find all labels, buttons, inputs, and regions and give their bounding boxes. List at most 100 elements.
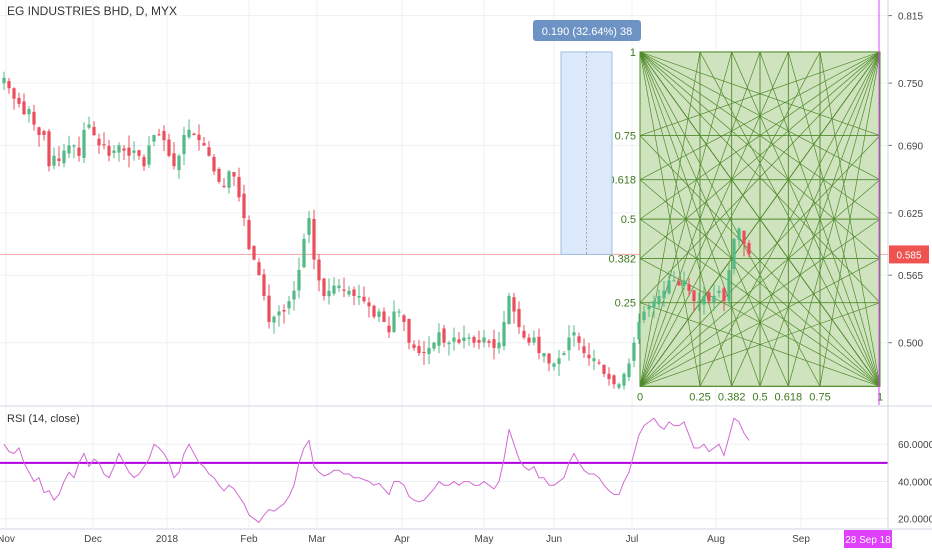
gann-fan-line xyxy=(639,51,881,303)
candle-body xyxy=(367,302,371,307)
candle-body xyxy=(37,127,41,135)
candle-body xyxy=(327,290,331,297)
candle-body xyxy=(437,332,441,346)
time-tick-label: Dec xyxy=(84,534,102,545)
candle-body xyxy=(257,262,261,276)
candle-body xyxy=(747,243,751,255)
candle-body xyxy=(502,321,506,347)
candle-body xyxy=(72,145,76,147)
measure-label-box xyxy=(533,20,641,41)
candle-body xyxy=(362,296,366,302)
candle-body xyxy=(612,375,616,385)
candle-body xyxy=(232,172,236,177)
candle-body xyxy=(162,130,166,141)
candle-body xyxy=(92,126,96,135)
gann-price-level-label: 0.25 xyxy=(615,298,636,310)
gann-price-level-label: 0.382 xyxy=(608,254,636,266)
candle-body xyxy=(657,295,661,305)
gann-fan-line xyxy=(787,51,881,387)
price-tick-label: 0.625 xyxy=(898,209,923,220)
price-tick-label: 0.500 xyxy=(898,339,923,350)
candle-body xyxy=(627,363,631,378)
price-tick-label: 0.815 xyxy=(898,12,923,23)
candle-body xyxy=(292,290,296,300)
gann-time-level-label: 1 xyxy=(877,391,883,403)
candle-body xyxy=(187,129,191,138)
candle-body xyxy=(647,306,651,310)
gann-fan-line xyxy=(639,179,881,387)
time-tick-label: Jul xyxy=(626,534,639,545)
candle-body xyxy=(562,353,566,356)
candle-body xyxy=(607,373,611,380)
gann-fan-line xyxy=(819,51,881,387)
candle-body xyxy=(712,295,716,303)
candle-body xyxy=(377,311,381,317)
date-marker-box xyxy=(844,530,892,548)
candle-body xyxy=(137,150,141,156)
candle-body xyxy=(122,148,126,151)
candle-body xyxy=(62,150,66,164)
candle-body xyxy=(357,295,361,298)
candle-body xyxy=(282,310,286,312)
time-tick-label: Aug xyxy=(707,534,725,545)
gann-fan-line xyxy=(639,51,761,387)
candle-body xyxy=(82,129,86,158)
candle-body xyxy=(2,77,6,84)
gann-time-level-label: 0.5 xyxy=(752,391,767,403)
gann-fan-line xyxy=(639,135,881,387)
candle-body xyxy=(707,292,711,302)
candle-body xyxy=(182,135,186,155)
gann-fan-line xyxy=(731,51,881,387)
candle-body xyxy=(307,218,311,235)
measure-tool[interactable]: 0.190 (32.64%) 38 xyxy=(533,20,641,255)
time-tick-label: Apr xyxy=(394,534,410,545)
candle-body xyxy=(157,134,161,136)
candle-body xyxy=(397,311,401,313)
candle-body xyxy=(102,144,106,146)
candlestick-series xyxy=(2,71,751,390)
candle-body xyxy=(472,336,476,343)
measure-label: 0.190 (32.64%) 38 xyxy=(542,26,633,38)
candle-body xyxy=(597,362,601,364)
time-tick-label: 2018 xyxy=(156,534,179,545)
candle-body xyxy=(12,88,16,99)
candle-body xyxy=(247,220,251,250)
gann-price-level-label: 0.75 xyxy=(615,131,636,143)
gann-fan-line xyxy=(699,51,881,387)
gann-price-level-label: 1 xyxy=(630,47,636,59)
last-price-label: 0.585 xyxy=(896,250,921,261)
candle-body xyxy=(217,168,221,182)
gann-box[interactable]: 0.25 0.382 0.5 0.618 0.75 1 0 0.25 0.382 0.5 0.618… xyxy=(608,47,883,403)
rsi-line xyxy=(3,417,750,524)
candle-body xyxy=(392,311,396,332)
candle-body xyxy=(677,281,681,286)
candle-body xyxy=(452,337,456,342)
candle-body xyxy=(692,290,696,302)
gann-price-level-label: 0.618 xyxy=(608,175,636,187)
candle-body xyxy=(132,150,136,153)
rsi-tick-label: 20.0000 xyxy=(898,515,932,526)
candle-body xyxy=(527,337,531,343)
candle-body xyxy=(192,133,196,135)
candle-body xyxy=(432,342,436,349)
candle-body xyxy=(332,285,336,294)
candle-body xyxy=(372,305,376,317)
candle-body xyxy=(687,284,691,291)
gann-fan-line xyxy=(639,51,821,387)
candle-body xyxy=(172,153,176,167)
candle-body xyxy=(7,81,11,89)
candle-body xyxy=(197,134,201,141)
candle-body xyxy=(52,155,56,166)
candle-body xyxy=(402,315,406,322)
candle-body xyxy=(177,155,181,171)
time-tick-label: Nov xyxy=(0,534,15,545)
price-tick-label: 0.690 xyxy=(898,141,923,152)
candle-body xyxy=(737,228,741,240)
candle-body xyxy=(492,339,496,348)
candle-body xyxy=(27,109,31,115)
candle-body xyxy=(742,230,746,245)
candle-body xyxy=(297,270,301,291)
candle-body xyxy=(272,316,276,323)
candle-body xyxy=(537,336,541,354)
